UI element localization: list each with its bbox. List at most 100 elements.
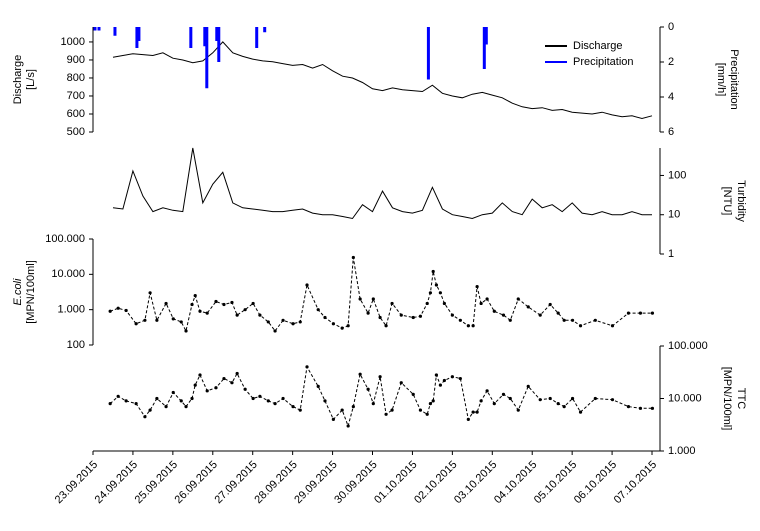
- marker: [650, 311, 655, 315]
- marker: [134, 401, 138, 406]
- legend-label: Discharge: [573, 40, 623, 52]
- bar: [113, 27, 117, 36]
- marker: [198, 309, 202, 313]
- bar: [93, 27, 97, 31]
- marker: [371, 297, 375, 301]
- marker: [390, 301, 394, 306]
- marker: [230, 381, 234, 385]
- marker: [384, 324, 388, 328]
- marker: [148, 408, 152, 412]
- marker: [526, 305, 530, 309]
- marker: [425, 412, 429, 416]
- marker: [516, 297, 520, 301]
- marker: [434, 283, 438, 287]
- marker: [291, 322, 295, 326]
- bar: [135, 27, 139, 48]
- marker: [471, 324, 475, 328]
- y-tick-label: 1000: [61, 36, 85, 48]
- marker: [434, 373, 438, 377]
- y-tick-label: 1.000: [57, 304, 85, 316]
- marker: [205, 389, 209, 393]
- y-tick-label: 100: [668, 169, 686, 181]
- marker: [273, 329, 277, 333]
- marker: [442, 378, 446, 383]
- marker: [358, 372, 362, 376]
- marker: [298, 408, 302, 412]
- marker: [243, 387, 247, 391]
- marker: [108, 401, 112, 406]
- marker: [471, 410, 475, 414]
- marker: [222, 376, 226, 381]
- marker: [251, 301, 255, 306]
- marker: [331, 417, 335, 421]
- marker: [291, 405, 295, 409]
- marker: [475, 410, 479, 414]
- marker: [570, 318, 575, 322]
- marker: [190, 396, 194, 401]
- marker: [351, 255, 355, 260]
- x-tick-label: 07.10.2015: [612, 459, 659, 506]
- y-tick-label: 100.000: [668, 340, 708, 352]
- marker: [235, 313, 239, 317]
- axis-label: E.coli: [12, 278, 24, 305]
- marker: [366, 387, 370, 391]
- marker: [281, 318, 285, 322]
- marker: [610, 398, 615, 402]
- y-tick-label: 800: [67, 72, 85, 84]
- marker: [593, 396, 597, 401]
- marker: [378, 315, 382, 320]
- marker: [108, 309, 112, 313]
- marker: [650, 406, 655, 410]
- bar: [189, 27, 193, 48]
- marker: [340, 326, 344, 330]
- marker: [179, 320, 183, 324]
- axis-label: [MPN/100ml]: [25, 260, 37, 324]
- marker: [273, 401, 277, 406]
- marker: [384, 412, 388, 416]
- marker: [578, 324, 583, 328]
- marker: [366, 311, 370, 315]
- marker: [508, 396, 512, 401]
- axis-label: [mm/h]: [715, 63, 727, 97]
- marker: [116, 306, 120, 310]
- marker: [516, 408, 520, 412]
- marker: [548, 302, 552, 307]
- marker: [475, 284, 479, 289]
- marker: [258, 313, 262, 317]
- marker: [431, 399, 435, 403]
- marker: [399, 313, 403, 317]
- marker: [570, 396, 575, 401]
- bar: [255, 27, 259, 48]
- marker: [492, 401, 496, 406]
- marker: [305, 365, 309, 369]
- axis-label: Turbidity: [735, 180, 747, 222]
- marker: [148, 291, 152, 295]
- marker: [305, 283, 309, 287]
- marker: [184, 329, 188, 333]
- y-tick-label: 100: [67, 339, 85, 351]
- marker: [331, 322, 335, 326]
- marker: [266, 399, 270, 403]
- y-tick-label: 10.000: [668, 392, 702, 404]
- line: [110, 257, 653, 333]
- y-tick-label: 1: [668, 248, 674, 260]
- marker: [171, 317, 175, 321]
- marker: [164, 405, 168, 409]
- bar: [263, 27, 267, 33]
- axis-label: Discharge: [12, 55, 24, 105]
- y-tick-label: 6: [668, 126, 674, 138]
- marker: [205, 311, 209, 315]
- line: [109, 365, 653, 428]
- marker: [562, 318, 566, 322]
- y-tick-label: 500: [67, 126, 85, 138]
- marker: [485, 389, 489, 393]
- axis-label: Precipitation: [728, 49, 740, 110]
- marker: [214, 386, 218, 390]
- marker: [562, 405, 566, 409]
- bar: [137, 27, 141, 41]
- marker: [230, 300, 234, 305]
- marker: [593, 318, 597, 322]
- marker: [351, 405, 355, 409]
- marker: [214, 299, 218, 304]
